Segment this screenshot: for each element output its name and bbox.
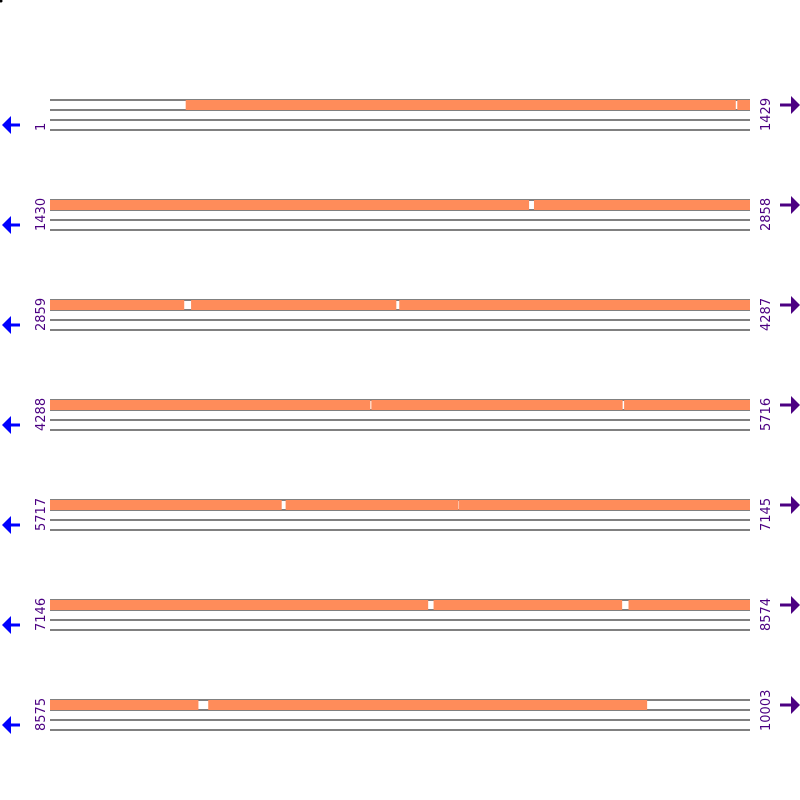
row-end-label: 10003	[759, 690, 774, 731]
row-end-label: 2858	[759, 198, 774, 231]
feature-block	[191, 300, 397, 310]
feature-block	[737, 100, 750, 110]
sequence-row: 7146 8574	[2, 596, 800, 634]
feature-block	[628, 600, 750, 610]
feature-block	[285, 500, 459, 510]
feature-block	[208, 700, 648, 710]
right-arrow-icon	[780, 496, 800, 514]
right-arrow-icon	[780, 96, 800, 114]
sequence-row: 4288 5716	[2, 396, 800, 434]
right-arrow-icon	[780, 696, 800, 714]
sequence-row: 1430 2858	[2, 196, 800, 234]
feature-block	[433, 600, 623, 610]
feature-block	[185, 100, 736, 110]
right-arrow-icon	[780, 196, 800, 214]
row-start-label: 8575	[34, 698, 49, 731]
row-start-label: 1430	[34, 198, 49, 231]
row-start-label: 1	[34, 123, 49, 131]
feature-block	[371, 400, 623, 410]
row-start-label: 5717	[34, 498, 49, 531]
right-arrow-icon	[780, 296, 800, 314]
sequence-row: 5717 7145	[2, 496, 800, 534]
left-arrow-icon	[2, 716, 20, 734]
feature-block	[624, 400, 750, 410]
right-arrow-icon	[780, 396, 800, 414]
left-arrow-icon	[2, 316, 20, 334]
left-arrow-icon	[2, 416, 20, 434]
row-start-label: 2859	[34, 298, 49, 331]
feature-block	[459, 500, 750, 510]
feature-block	[50, 400, 371, 410]
feature-block	[399, 300, 750, 310]
right-arrow-icon	[780, 596, 800, 614]
sequence-row: 1 1429	[2, 96, 800, 134]
row-end-label: 1429	[759, 98, 774, 131]
sequence-row: 8575 10003	[2, 690, 800, 734]
feature-block	[50, 600, 429, 610]
left-arrow-icon	[2, 216, 20, 234]
row-end-label: 7145	[759, 498, 774, 531]
feature-block	[50, 700, 199, 710]
sequence-row: 2859 4287	[2, 296, 800, 334]
row-end-label: 8574	[759, 598, 774, 631]
corner-dot	[0, 0, 3, 3]
left-arrow-icon	[2, 516, 20, 534]
feature-block	[50, 500, 282, 510]
row-end-label: 5716	[759, 398, 774, 431]
left-arrow-icon	[2, 616, 20, 634]
row-end-label: 4287	[759, 298, 774, 331]
left-arrow-icon	[2, 116, 20, 134]
row-start-label: 7146	[34, 598, 49, 631]
feature-block	[50, 300, 185, 310]
feature-block	[50, 200, 530, 210]
row-start-label: 4288	[34, 398, 49, 431]
feature-block	[533, 200, 750, 210]
